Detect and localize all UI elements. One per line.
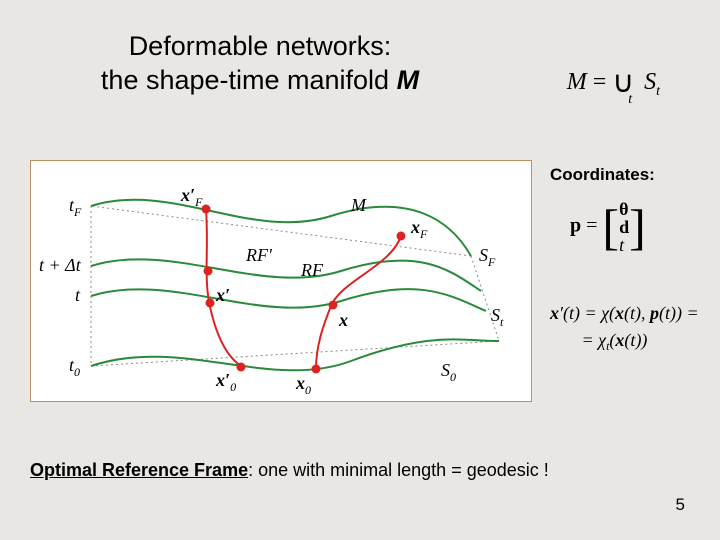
coord-r1: θ bbox=[619, 199, 628, 219]
chi-sub: t bbox=[606, 339, 609, 353]
coord-lhs: p bbox=[570, 215, 581, 237]
title-line2-pre: the shape-time manifold bbox=[101, 65, 397, 95]
coordinates-label: Coordinates: bbox=[550, 165, 655, 185]
slide-title: Deformable networks: the shape-time mani… bbox=[60, 30, 460, 98]
manifold-diagram: tF t + Δt t t0 x′F RF′ x′ x′0 M xF RF x … bbox=[30, 160, 532, 402]
coord-column: θdt bbox=[619, 200, 629, 254]
svg-text:tF: tF bbox=[69, 195, 82, 219]
svg-text:t: t bbox=[75, 285, 81, 305]
svg-text:x: x bbox=[338, 310, 348, 330]
svg-text:xF: xF bbox=[410, 217, 428, 241]
svg-text:M: M bbox=[350, 195, 367, 215]
svg-text:x0: x0 bbox=[295, 373, 311, 397]
svg-text:SF: SF bbox=[479, 245, 496, 269]
eq-rhs: S bbox=[638, 69, 656, 95]
bottom-caption: Optimal Reference Frame: one with minima… bbox=[30, 460, 549, 481]
title-line2-em: M bbox=[397, 65, 420, 95]
eq-lhs: M bbox=[567, 69, 587, 95]
svg-text:RF: RF bbox=[300, 260, 324, 280]
svg-text:RF′: RF′ bbox=[245, 245, 273, 265]
title-line1: Deformable networks: bbox=[129, 31, 392, 61]
svg-text:S0: S0 bbox=[441, 360, 456, 384]
coordinates-equation: p = [θdt] bbox=[570, 200, 646, 254]
equation-main: M = ∪t St bbox=[567, 62, 660, 97]
bottom-rest: : one with minimal length = geodesic ! bbox=[248, 460, 549, 480]
svg-text:t + Δt: t + Δt bbox=[39, 255, 82, 275]
bracket-l: [ bbox=[602, 202, 619, 252]
svg-text:t0: t0 bbox=[69, 355, 80, 379]
page-number: 5 bbox=[676, 495, 685, 515]
bracket-r: ] bbox=[629, 202, 646, 252]
coord-r3: t bbox=[619, 235, 624, 255]
coord-eq-sign: = bbox=[581, 215, 602, 237]
svg-text:x′: x′ bbox=[215, 285, 230, 305]
chi-equation: x′(t) = χ(x(t), p(t)) = = χt(x(t)) bbox=[550, 300, 699, 354]
eq-op-sub: t bbox=[628, 92, 632, 107]
coord-r2: d bbox=[619, 217, 629, 237]
svg-text:x′0: x′0 bbox=[215, 370, 236, 394]
eq-eq: = bbox=[587, 69, 613, 95]
eq-rhs-sub: t bbox=[656, 84, 660, 99]
bottom-underline: Optimal Reference Frame bbox=[30, 460, 248, 480]
svg-text:St: St bbox=[491, 305, 504, 329]
